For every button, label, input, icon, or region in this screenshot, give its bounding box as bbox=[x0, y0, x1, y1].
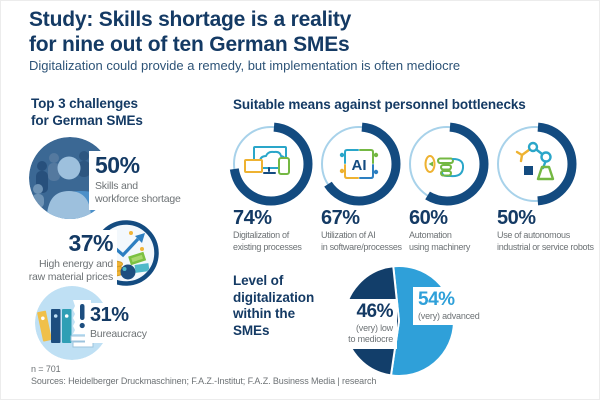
pie-label-low: 46% (very) low to mediocre bbox=[333, 299, 397, 349]
means-heading: Suitable means against personnel bottlen… bbox=[233, 97, 526, 112]
means-label: Automation using machinery bbox=[409, 230, 471, 252]
means-value: 60% bbox=[409, 207, 448, 229]
sources-note: Sources: Heidelberger Druckmaschinen; F.… bbox=[31, 376, 377, 387]
means-value: 67% bbox=[321, 207, 360, 229]
svg-text:AI: AI bbox=[352, 157, 367, 174]
challenge-card-bureaucracy: 31% Bureaucracy bbox=[85, 303, 152, 344]
means-label: Use of autonomous industrial or service … bbox=[497, 230, 594, 252]
means-item-automation: 60% Automation using machinery bbox=[405, 122, 493, 253]
challenge-label-line1: High energy and bbox=[38, 258, 113, 270]
subtitle: Digitalization could provide a remedy, b… bbox=[29, 58, 461, 73]
challenge-card-skills: 50% Skills and workforce shortage bbox=[89, 151, 187, 211]
title-line-2: for nine out of ten German SMEs bbox=[29, 32, 350, 56]
means-value: 50% bbox=[497, 207, 536, 229]
challenge-value: 37% bbox=[68, 230, 113, 256]
means-value: 74% bbox=[233, 207, 272, 229]
challenge-label-line1: Skills and bbox=[95, 180, 138, 192]
robot-arm-icon bbox=[515, 141, 555, 181]
means-label: Digitalization of existing processes bbox=[233, 230, 302, 252]
challenge-label-line2: workforce shortage bbox=[95, 193, 181, 206]
means-row: 74% Digitalization of existing processes bbox=[229, 122, 594, 253]
challenge-value: 50% bbox=[95, 152, 140, 178]
challenge-card-energy: 37% High energy and raw material prices bbox=[17, 230, 117, 287]
digitalization-heading: Level of digitalization within the SMEs bbox=[233, 273, 315, 339]
challenges-heading-line1: Top 3 challenges bbox=[31, 96, 138, 111]
donut-ring bbox=[405, 122, 489, 206]
pie-value-low: 46% bbox=[356, 301, 393, 322]
challenges-heading: Top 3 challenges for German SMEs bbox=[31, 96, 143, 129]
page-title: Study: Skills shortage is a reality for … bbox=[29, 8, 351, 58]
sample-note: n = 701 bbox=[31, 364, 61, 374]
cloud-devices-icon bbox=[244, 146, 290, 175]
means-label: Utilization of AI in software/processes bbox=[321, 230, 402, 252]
means-item-robots: 50% Use of autonomous industrial or serv… bbox=[493, 122, 594, 253]
challenge-value: 31% bbox=[90, 304, 129, 326]
challenge-label-line2: raw material prices bbox=[28, 271, 114, 284]
means-item-ai: AI 67% Utilization of AI in software/pro… bbox=[317, 122, 405, 253]
donut-ring bbox=[493, 122, 577, 206]
challenge-label-line1: Bureaucracy bbox=[90, 328, 147, 340]
challenges-heading-line2: for German SMEs bbox=[31, 112, 143, 128]
means-item-digitalization: 74% Digitalization of existing processes bbox=[229, 122, 317, 253]
pie-label-advanced: 54% (very) advanced bbox=[413, 287, 485, 326]
title-line-1: Study: Skills shortage is a reality bbox=[29, 8, 352, 31]
footer: n = 701 Sources: Heidelberger Druckmasch… bbox=[31, 363, 376, 387]
donut-ring bbox=[229, 122, 313, 206]
donut-ring: AI bbox=[317, 122, 401, 206]
ai-circuit-icon: AI bbox=[339, 149, 379, 179]
push-button-icon bbox=[424, 155, 465, 178]
pie-value-advanced: 54% bbox=[418, 289, 455, 310]
